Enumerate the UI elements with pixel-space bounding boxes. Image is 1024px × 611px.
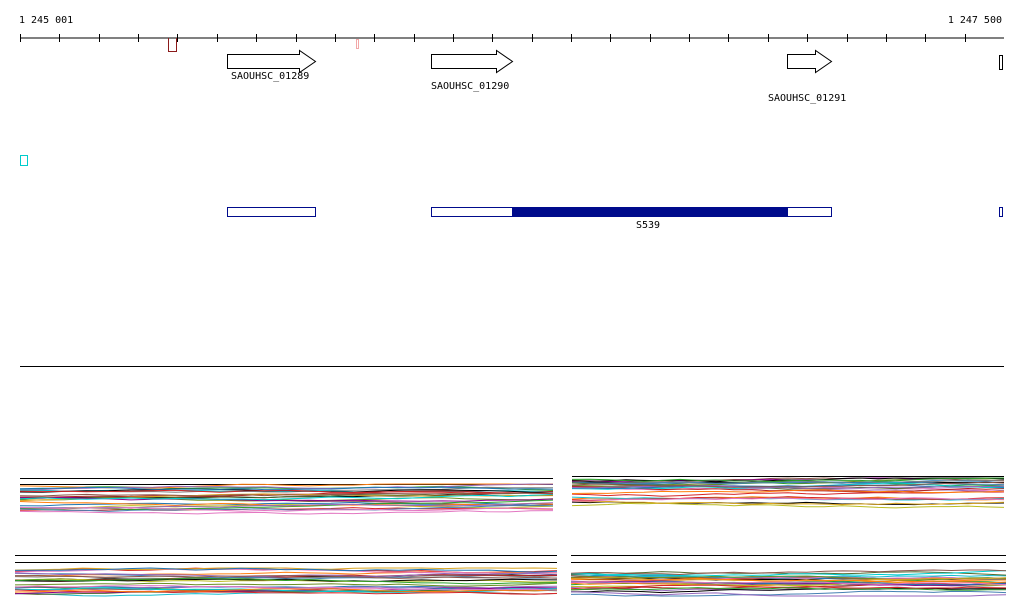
expression-profile-line [14, 577, 558, 585]
expression-profile-line [571, 477, 1005, 483]
expression-profile-line [19, 510, 554, 515]
expression-profile-line [571, 500, 1005, 506]
expression-profile-line [570, 574, 1007, 579]
gene-arrow-shape[interactable] [431, 49, 514, 74]
ruler-marker-pink[interactable] [356, 39, 359, 49]
ruler-end-label: 1 247 500 [948, 15, 1002, 26]
expression-profile-line [14, 582, 558, 587]
expression-profile-line [19, 506, 554, 512]
gene-arrow-shape[interactable] [787, 49, 833, 74]
feature-s539-bar[interactable] [512, 207, 788, 217]
expression-profile-line [14, 589, 558, 595]
expression-profile-line [570, 575, 1007, 581]
expression-profile-line [571, 502, 1005, 509]
marker-cyan[interactable] [20, 155, 28, 166]
expression-profile-line [14, 585, 558, 591]
expression-panels [14, 476, 1007, 597]
expression-profile-line [571, 477, 1005, 483]
expression-profile-line [19, 492, 554, 500]
expression-profile-line [570, 569, 1007, 576]
expression-profile-line [19, 505, 554, 512]
expression-profile-line [19, 493, 554, 501]
feature-label-s539: S539 [636, 220, 660, 231]
expression-profile-line [571, 481, 1005, 486]
expression-profile-line [14, 574, 558, 582]
gene-arrow-shape[interactable] [227, 49, 317, 74]
ruler-start-label: 1 245 001 [19, 15, 73, 26]
expression-profile-line [571, 497, 1005, 502]
expression-profile-line [14, 588, 558, 593]
expression-profile-line [19, 502, 554, 509]
expression-profile-line [571, 485, 1005, 489]
gene-label-saouhsc-01291: SAOUHSC_01291 [768, 93, 846, 104]
gene-arrow-saouhsc-01289[interactable]: SAOUHSC_01289 [227, 49, 317, 83]
expression-profile-line [571, 489, 1005, 494]
expression-profile-line [14, 567, 558, 571]
gene-arrow-saouhsc-01290[interactable]: SAOUHSC_01290 [431, 49, 514, 93]
expression-profile-line [19, 492, 554, 497]
expression-profile-line [570, 590, 1007, 597]
expression-profile-line [571, 481, 1005, 488]
ruler-marker-dark-red[interactable] [168, 38, 177, 52]
expression-profile-line [571, 570, 1007, 577]
expression-profile-line [14, 567, 558, 573]
coordinate-ruler: 1 245 001 1 247 500 [19, 15, 1004, 42]
expression-profile-line [19, 489, 554, 495]
expression-profile-line [19, 486, 554, 491]
expression-profile-line [570, 591, 1007, 597]
expression-panel-3 [14, 555, 558, 597]
expression-profile-line [570, 587, 1007, 591]
expression-profile-line [15, 575, 558, 579]
gene-track: SAOUHSC_01289 SAOUHSC_01290 SAOUHSC_0129… [227, 49, 1003, 105]
gene-label-saouhsc-01289: SAOUHSC_01289 [231, 71, 309, 82]
gene-label-saouhsc-01290: SAOUHSC_01290 [431, 81, 509, 92]
gene-arrow-partial-edge[interactable] [999, 55, 1003, 70]
expression-profile-line [14, 572, 558, 580]
gene-arrow-saouhsc-01291[interactable]: SAOUHSC_01291 [768, 49, 846, 105]
expression-profile-line [570, 577, 1007, 584]
feature-track: S539 [227, 207, 1003, 231]
expression-panel-2 [571, 476, 1005, 509]
expression-profile-line [19, 485, 554, 491]
expression-profile-line [570, 581, 1007, 586]
expression-panel-1 [19, 478, 554, 515]
ruler-ticks [20, 34, 966, 42]
expression-panel-4 [570, 555, 1007, 597]
feature-box-1[interactable] [227, 207, 316, 217]
feature-box-edge[interactable] [999, 207, 1003, 217]
